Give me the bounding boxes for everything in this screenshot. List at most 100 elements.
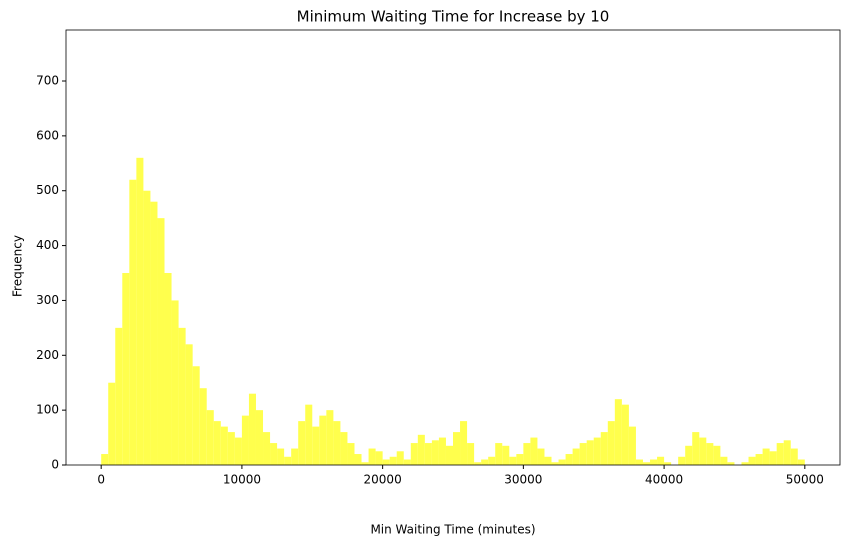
bar <box>523 443 531 465</box>
x-tick-label: 20000 <box>364 473 402 487</box>
bar <box>657 456 665 465</box>
bar <box>748 456 756 465</box>
bar <box>347 443 355 465</box>
bar <box>424 443 432 465</box>
bar <box>713 445 721 465</box>
bar <box>431 440 439 465</box>
bar <box>403 459 411 465</box>
bar <box>108 382 116 465</box>
bar <box>537 448 545 465</box>
bar <box>298 421 306 465</box>
bar <box>213 421 221 465</box>
bar <box>206 410 214 465</box>
bar <box>115 327 123 465</box>
plot-frame <box>65 29 841 466</box>
bar <box>284 456 292 465</box>
bar <box>396 451 404 465</box>
y-tick-label: 600 <box>36 128 59 142</box>
bar <box>474 462 482 465</box>
bar <box>530 437 538 465</box>
bar <box>488 456 496 465</box>
bar <box>621 404 629 465</box>
bar <box>614 399 622 465</box>
x-tick-label: 40000 <box>645 473 683 487</box>
bar <box>790 448 798 465</box>
bar <box>797 459 805 465</box>
bar <box>678 456 686 465</box>
bar <box>171 300 179 465</box>
bar <box>741 462 749 465</box>
y-tick-label: 400 <box>36 238 59 252</box>
bar <box>340 432 348 465</box>
bar <box>685 445 693 465</box>
bar <box>481 459 489 465</box>
bar <box>319 415 327 465</box>
y-tick-label: 100 <box>36 403 59 417</box>
bar <box>333 421 341 465</box>
bar <box>368 448 376 465</box>
bar <box>776 443 784 465</box>
bar <box>354 454 362 465</box>
bar <box>192 366 200 465</box>
bar <box>312 426 320 465</box>
bar <box>199 388 207 465</box>
bar <box>706 443 714 465</box>
bar <box>607 421 615 465</box>
chart-title: Minimum Waiting Time for Increase by 10 <box>297 8 610 26</box>
x-tick-label: 50000 <box>786 473 824 487</box>
x-axis-label: Min Waiting Time (minutes) <box>370 523 535 537</box>
bar <box>389 456 397 465</box>
bar <box>762 448 770 465</box>
bar <box>551 462 559 465</box>
bar <box>248 393 256 465</box>
bar <box>516 454 524 465</box>
bar <box>558 459 566 465</box>
bar <box>593 437 601 465</box>
bar <box>460 421 468 465</box>
bar <box>220 426 228 465</box>
bar <box>101 454 109 465</box>
bar <box>185 344 193 465</box>
bar <box>544 456 552 465</box>
bar <box>150 201 158 465</box>
bar <box>453 432 461 465</box>
bar <box>467 443 475 465</box>
bar <box>122 273 130 465</box>
bar <box>136 157 144 465</box>
bar <box>650 459 658 465</box>
bar <box>143 190 151 465</box>
bar <box>438 437 446 465</box>
bar <box>495 443 503 465</box>
bar <box>326 410 334 465</box>
bar <box>382 459 390 465</box>
bar <box>783 440 791 465</box>
bar <box>699 437 707 465</box>
bar <box>579 443 587 465</box>
bar <box>164 273 172 465</box>
bar <box>417 434 425 465</box>
bar <box>227 432 235 465</box>
x-tick-label: 30000 <box>504 473 542 487</box>
bar <box>263 432 271 465</box>
bar <box>255 410 264 465</box>
bar <box>635 459 643 465</box>
y-axis-label: Frequency <box>11 235 25 297</box>
bar <box>565 454 573 465</box>
x-tick-label: 10000 <box>223 473 261 487</box>
bar <box>572 448 580 465</box>
x-tick-label: 0 <box>97 473 105 487</box>
bar <box>586 440 594 465</box>
bar <box>692 432 700 465</box>
y-tick-label: 500 <box>36 183 59 197</box>
y-tick-label: 0 <box>51 458 59 472</box>
bar <box>157 218 165 465</box>
bar <box>178 327 186 465</box>
bar <box>234 437 242 465</box>
bar <box>241 415 249 465</box>
bar <box>509 456 517 465</box>
bar <box>375 451 383 465</box>
y-tick-label: 700 <box>36 74 59 88</box>
bar <box>305 404 313 465</box>
